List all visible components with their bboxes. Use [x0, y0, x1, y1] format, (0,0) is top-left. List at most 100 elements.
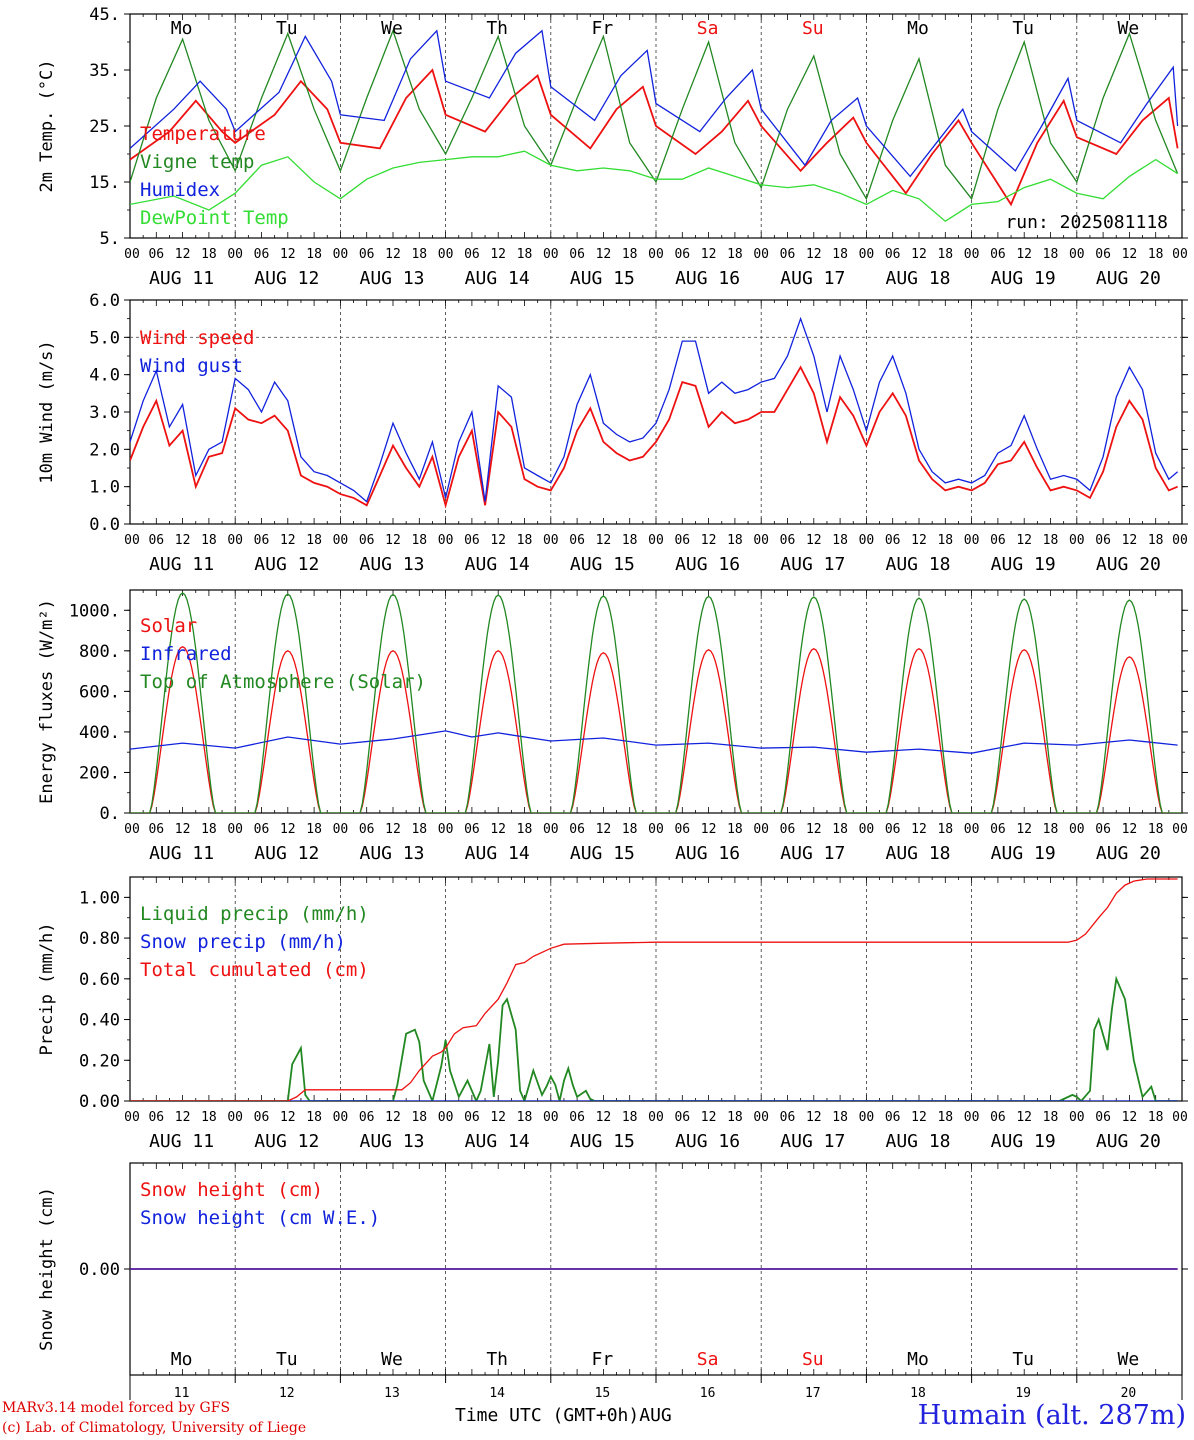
hour-tick-label: 12	[280, 1110, 296, 1125]
hour-tick-label: 18	[517, 247, 533, 262]
hour-tick-label: 00	[753, 533, 769, 548]
y-axis-label: Precip (mm/h)	[37, 922, 57, 1055]
hour-tick-label: 18	[306, 533, 322, 548]
hour-tick-label: 06	[464, 822, 480, 837]
credit-line-1: MARv3.14 model forced by GFS	[2, 1400, 231, 1416]
hour-tick-label: 12	[806, 822, 822, 837]
hour-tick-label: 18	[622, 822, 638, 837]
hour-tick-label: 18	[1148, 247, 1164, 262]
hour-tick-label: 12	[280, 533, 296, 548]
day-number-label: 14	[489, 1386, 505, 1401]
hour-tick-label: 18	[411, 533, 427, 548]
day-number-label: 12	[279, 1386, 295, 1401]
y-tick-label: 600.	[79, 682, 120, 702]
date-label: AUG 18	[885, 843, 950, 864]
date-label: AUG 15	[570, 843, 635, 864]
hour-tick-label: 18	[727, 533, 743, 548]
hour-tick-label: 06	[990, 533, 1006, 548]
hour-tick-label: 18	[937, 533, 953, 548]
hour-tick-label: 06	[780, 1110, 796, 1125]
date-label: AUG 18	[885, 268, 950, 289]
y-tick-label: 1000.	[69, 601, 120, 621]
day-name-label: Th	[486, 18, 508, 39]
hour-tick-label: 00	[859, 822, 875, 837]
hour-tick-label: 12	[280, 247, 296, 262]
panel-4	[124, 876, 1188, 1102]
hour-tick-label: 00	[859, 1110, 875, 1125]
day-name-label: We	[1118, 1349, 1140, 1370]
hour-tick-label: 00	[859, 533, 875, 548]
y-tick-label: 0.00	[79, 1260, 120, 1280]
hour-tick-label: 12	[1016, 1110, 1032, 1125]
hour-tick-label: 18	[411, 1110, 427, 1125]
hour-tick-label: 06	[1095, 533, 1111, 548]
day-name-label: Fr	[592, 18, 614, 39]
y-tick-label: 400.	[79, 723, 120, 743]
series-line-wind-speed	[130, 365, 1178, 509]
hour-tick-label: 12	[1016, 533, 1032, 548]
hour-tick-label: 12	[385, 247, 401, 262]
hour-tick-label: 00	[227, 533, 243, 548]
hour-tick-label: 12	[911, 533, 927, 548]
day-number-label: 20	[1121, 1386, 1137, 1401]
hour-tick-label: 00	[1172, 1110, 1188, 1125]
day-name-label: Fr	[592, 1349, 614, 1370]
day-name-label: We	[381, 1349, 403, 1370]
hour-tick-label: 18	[622, 247, 638, 262]
hour-tick-label: 06	[674, 533, 690, 548]
hour-tick-label: 00	[964, 822, 980, 837]
hour-tick-label: 06	[780, 247, 796, 262]
hour-tick-label: 06	[464, 247, 480, 262]
hour-tick-label: 18	[201, 533, 217, 548]
hour-tick-label: 06	[254, 247, 270, 262]
date-label: AUG 14	[465, 1131, 530, 1152]
day-name-label: Tu	[276, 1349, 298, 1370]
date-label: AUG 11	[149, 843, 214, 864]
day-number-label: 13	[384, 1386, 400, 1401]
hour-tick-label: 00	[124, 822, 140, 837]
y-tick-label: 0.	[100, 804, 120, 824]
hour-tick-label: 00	[438, 247, 454, 262]
day-name-label: Tu	[276, 18, 298, 39]
hour-tick-label: 18	[727, 822, 743, 837]
hour-tick-label: 12	[701, 822, 717, 837]
date-label: AUG 12	[254, 554, 319, 575]
hour-tick-label: 12	[175, 822, 191, 837]
date-label: AUG 11	[149, 554, 214, 575]
day-number-label: 16	[700, 1386, 716, 1401]
legend-entry: Snow height (cm W.E.)	[140, 1207, 380, 1229]
hour-tick-label: 00	[438, 1110, 454, 1125]
hour-tick-label: 00	[648, 1110, 664, 1125]
hour-tick-label: 00	[964, 1110, 980, 1125]
hour-tick-label: 00	[227, 1110, 243, 1125]
y-tick-label: 35.	[89, 61, 120, 81]
hour-tick-label: 06	[148, 247, 164, 262]
hour-tick-label: 18	[832, 822, 848, 837]
hour-tick-label: 00	[753, 822, 769, 837]
hour-tick-label: 06	[359, 822, 375, 837]
hour-tick-label: 12	[175, 533, 191, 548]
date-label: AUG 13	[359, 843, 424, 864]
day-name-label: Tu	[1012, 1349, 1034, 1370]
y-tick-label: 45.	[89, 5, 120, 25]
hour-tick-label: 12	[701, 1110, 717, 1125]
y-tick-label: 1.00	[79, 888, 120, 908]
date-label: AUG 16	[675, 843, 740, 864]
hour-tick-label: 00	[753, 247, 769, 262]
hour-tick-label: 00	[333, 247, 349, 262]
series-line-total-cumulated-cm-	[130, 878, 1178, 1101]
hour-tick-label: 12	[175, 1110, 191, 1125]
legend-entry: Wind speed	[140, 327, 254, 349]
series-line-infrared	[130, 730, 1178, 754]
date-label: AUG 13	[359, 1131, 424, 1152]
hour-tick-label: 00	[1172, 247, 1188, 262]
hour-tick-label: 12	[596, 247, 612, 262]
hour-tick-label: 00	[543, 822, 559, 837]
day-number-label: 19	[1015, 1386, 1031, 1401]
legend-entry: Snow height (cm)	[140, 1179, 323, 1201]
hour-tick-label: 18	[937, 822, 953, 837]
day-name-label: Su	[802, 1349, 824, 1370]
hour-tick-label: 06	[1095, 1110, 1111, 1125]
hour-tick-label: 12	[280, 822, 296, 837]
day-name-label: We	[381, 18, 403, 39]
